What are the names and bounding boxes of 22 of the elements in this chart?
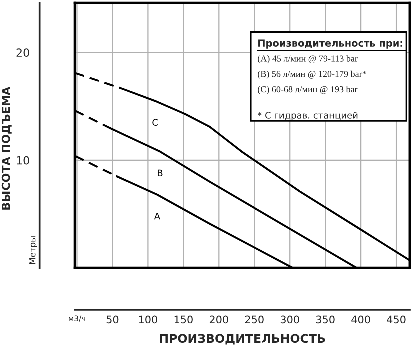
x-tick-label: 450 xyxy=(387,316,406,324)
annotation: (B) 56 л/мин @ 120-179 bar* xyxy=(258,70,366,80)
x-tick-label: 50 xyxy=(106,316,119,324)
y-tick-label: 20 xyxy=(16,48,30,58)
y-axis-title: ВЫСОТА ПОДЪЕМА xyxy=(2,86,12,210)
x-tick-label: 350 xyxy=(316,316,335,324)
x-tick-label: 400 xyxy=(352,316,370,324)
annotation: * С гидрав. станцией xyxy=(258,112,358,121)
text: Метры xyxy=(30,236,38,264)
series-label: B xyxy=(158,170,163,177)
x-tick-label: 250 xyxy=(245,316,264,324)
x-tick-label: 150 xyxy=(174,316,193,324)
x-tick-label: 200 xyxy=(210,316,228,324)
series-label: A xyxy=(154,213,160,220)
annotation: (C) 60-68 л/мин @ 193 bar xyxy=(258,86,358,94)
x-axis-title: ПРОИЗВОДИТЕЛЬНОСТЬ xyxy=(160,334,326,345)
annotation: (A) 45 л/мин @ 79-113 bar xyxy=(258,55,358,64)
annotation: Производительность при: xyxy=(258,40,402,49)
x-tick-label: 100 xyxy=(139,316,158,324)
series-label: C xyxy=(152,119,158,126)
x-tick-label: 300 xyxy=(280,316,300,324)
y-tick-label: 10 xyxy=(17,156,30,165)
